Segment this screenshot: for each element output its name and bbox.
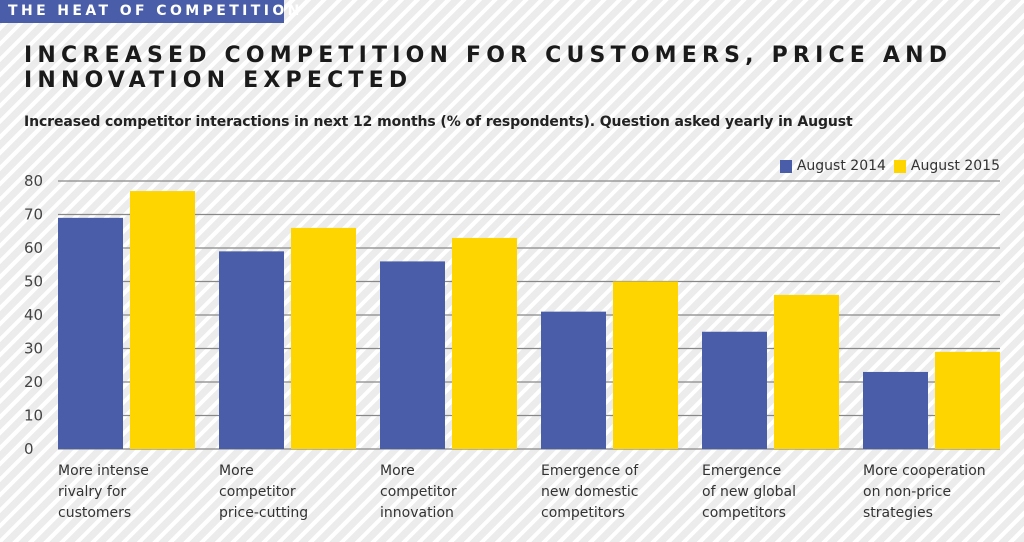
y-tick-label: 70	[24, 206, 43, 224]
bar-2014-2	[380, 261, 445, 449]
bars	[58, 191, 1000, 450]
bar-2014-1	[219, 251, 284, 449]
y-axis-ticks: 0 10 20 30 40 50 60 70 80	[24, 172, 43, 458]
x-category-label-line: competitors	[541, 505, 625, 521]
y-tick-label: 20	[24, 373, 43, 391]
chart-title: INCREASED COMPETITION FOR CUSTOMERS, PRI…	[24, 43, 953, 93]
x-category-label-line: competitors	[702, 505, 786, 521]
y-tick-label: 80	[24, 172, 43, 190]
legend-label-2015: August 2015	[910, 158, 1000, 174]
x-category-label: More intense rivalry for customers	[58, 461, 149, 524]
bar-2015-2	[452, 237, 517, 449]
x-category-label: Emergence of new global competitors	[702, 461, 796, 524]
x-category-label-line: More intense	[58, 463, 149, 479]
x-category-label-line: customers	[58, 505, 132, 521]
x-category-label-line: More cooperation	[863, 463, 986, 479]
y-tick-label: 60	[24, 239, 43, 257]
section-tag: THE HEAT OF COMPETITION	[0, 0, 299, 23]
bar-2015-0	[130, 191, 195, 450]
y-tick-label: 40	[24, 306, 43, 324]
x-category-label: More competitor price-cutting	[219, 461, 308, 524]
legend-item-2014: August 2014	[779, 158, 886, 174]
bar-2015-1	[291, 227, 356, 449]
bar-2015-5	[935, 351, 1000, 449]
x-category-label-line: new domestic	[541, 484, 639, 500]
y-tick-label: 50	[24, 273, 43, 291]
x-category-label-line: More	[380, 463, 415, 479]
y-tick-label: 30	[24, 340, 43, 358]
gridlines	[58, 180, 1000, 450]
bar-2015-4	[774, 294, 839, 449]
x-category-label-line: strategies	[863, 505, 933, 521]
x-category-label-line: of new global	[702, 484, 797, 500]
x-category-label-line: price-cutting	[219, 505, 309, 521]
legend-label-2014: August 2014	[796, 158, 886, 174]
x-category-label-line: innovation	[380, 505, 454, 521]
bar-2014-0	[58, 217, 123, 449]
legend: August 2014 August 2015	[779, 158, 1000, 174]
x-category-label-line: competitor	[219, 484, 296, 500]
legend-swatch-2015	[893, 159, 906, 173]
bar-2015-3	[613, 281, 678, 449]
bar-2014-5	[863, 371, 928, 449]
x-category-label-line: Emergence	[702, 463, 782, 479]
bar-2014-4	[702, 331, 767, 449]
chart-subtitle: Increased competitor interactions in nex…	[24, 114, 853, 130]
x-category-label: Emergence of new domestic competitors	[541, 461, 638, 524]
x-category-label-line: rivalry for	[58, 484, 127, 500]
legend-swatch-2014	[779, 159, 792, 173]
x-category-label-line: More	[219, 463, 254, 479]
legend-item-2015: August 2015	[893, 158, 1000, 174]
x-category-label: More cooperation on non-price strategies	[863, 461, 986, 524]
x-category-label-line: on non-price	[863, 484, 952, 500]
x-category-label: More competitor innovation	[380, 461, 457, 524]
x-category-label-line: competitor	[380, 484, 457, 500]
y-tick-label: 10	[24, 407, 43, 425]
bar-2014-3	[541, 311, 606, 449]
x-category-label-line: Emergence of	[541, 463, 639, 479]
y-tick-label: 0	[24, 440, 34, 458]
